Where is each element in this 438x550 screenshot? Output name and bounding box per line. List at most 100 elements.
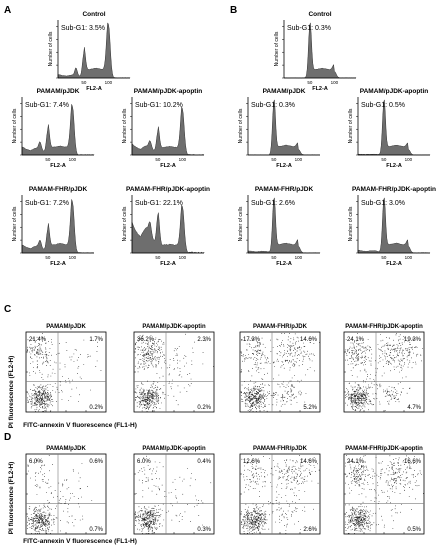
- panel-letter-b: B: [230, 5, 237, 16]
- sub-g1-label: Sub-G1: 2.6%: [251, 200, 295, 207]
- histogram-title: Control: [308, 11, 331, 18]
- panel-letter-c: C: [4, 304, 11, 315]
- histogram-x-tick-label: 100: [295, 157, 303, 162]
- quadrant-label-upper-left: 21.4%: [29, 337, 47, 343]
- histogram-title: PAMAM-FHR/pJDK: [29, 186, 88, 193]
- histogram-x-axis-label: FL2-A: [160, 261, 176, 267]
- quadrant-label-lower-right: 0.7%: [89, 527, 103, 533]
- quadrant-label-upper-right: 14.6%: [300, 459, 318, 465]
- histogram-y-axis-label: Number of cells: [122, 206, 128, 241]
- histogram-x-axis-label: FL2-A: [86, 86, 102, 92]
- histogram-x-tick-label: 100: [405, 255, 413, 260]
- quadrant-label-upper-left: 6.0%: [29, 459, 43, 465]
- quadrant-label-upper-right: 0.4%: [197, 459, 211, 465]
- sub-g1-label: Sub-G1: 10.2%: [135, 102, 183, 109]
- dotplot: PAMAM-FHR/pJDK-apoptin 24.1% 19.3% 4.7%: [343, 324, 425, 413]
- panel-letter-d: D: [4, 432, 11, 443]
- histogram-title: PAMAM-FHR/pJDK: [255, 186, 314, 193]
- sub-g1-label: Sub-G1: 0.5%: [361, 102, 405, 109]
- dotplot-title: PAMAM/pJDK-apoptin: [142, 446, 206, 452]
- histogram-y-axis-label: Number of cells: [48, 31, 54, 66]
- quadrant-label-upper-left: 17.3%: [243, 337, 261, 343]
- histogram-title: Control: [82, 11, 105, 18]
- dotplot-frame: [25, 331, 107, 413]
- quadrant-label-upper-right: 14.6%: [300, 337, 318, 343]
- histogram-x-tick-label: 50: [307, 80, 313, 85]
- quadrant-label-lower-right: 4.7%: [407, 405, 421, 411]
- histogram-x-tick-label: 50: [381, 157, 387, 162]
- dotplot-events: [345, 455, 424, 534]
- histogram-x-axis-label: FL2-A: [312, 86, 328, 92]
- histogram-x-tick-label: 50: [155, 255, 161, 260]
- dotplot-frame: [239, 331, 321, 413]
- histogram-x-tick-label: 50: [271, 157, 277, 162]
- histogram-x-axis-label: FL2-A: [386, 261, 402, 267]
- histogram-x-tick-label: 50: [155, 157, 161, 162]
- quadrant-label-upper-left: 6.0%: [137, 459, 151, 465]
- histogram-x-tick-label: 50: [81, 80, 87, 85]
- histogram-area: [131, 204, 205, 254]
- histogram-y-axis-label: Number of cells: [122, 108, 128, 143]
- quadrant-label-upper-right: 0.6%: [89, 459, 103, 465]
- dotplot-events: [27, 455, 93, 534]
- histogram-x-tick-label: 100: [331, 80, 339, 85]
- histogram-title: PAMAM/pJDK: [263, 88, 306, 95]
- histogram-y-axis-label: Number of cells: [238, 108, 244, 143]
- histogram-x-tick-label: 100: [405, 157, 413, 162]
- dotplot-title: PAMAM-FHR/pJDK: [253, 324, 308, 330]
- panel-d-x-axis-label: FITC-annexin V fluorescence (FL1-H): [23, 538, 137, 545]
- panel-d-dotplots: PAMAM/pJDK 6.0% 0.6% 0.7% PAMAM/pJDK-apoptin…: [25, 446, 425, 535]
- dotplot: PAMAM-FHR/pJDK 12.6% 14.6% 2.6%: [239, 446, 321, 535]
- dotplot-title: PAMAM-FHR/pJDK-apoptin: [345, 324, 423, 330]
- histogram-title: PAMAM/pJDK: [37, 88, 80, 95]
- dotplot-title: PAMAM/pJDK: [46, 446, 86, 452]
- dotplot: PAMAM/pJDK-apoptin 6.0% 0.4% 0.3%: [133, 446, 215, 535]
- histogram-y-axis-label: Number of cells: [348, 206, 354, 241]
- histogram-title: PAMAM/pJDK-apoptin: [360, 88, 429, 95]
- dotplot-title: PAMAM-FHR/pJDK: [253, 446, 308, 452]
- quadrant-label-upper-left: 24.1%: [347, 459, 365, 465]
- histogram-x-tick-label: 100: [105, 80, 113, 85]
- histogram-area: [21, 104, 95, 156]
- histogram-x-tick-label: 50: [45, 157, 51, 162]
- dotplot-title: PAMAM-FHR/pJDK-apoptin: [345, 446, 423, 452]
- dotplot-frame: [239, 453, 321, 535]
- dotplot: PAMAM-FHR/pJDK 17.3% 14.6% 5.2%: [239, 324, 321, 413]
- histogram-x-axis-label: FL2-A: [160, 163, 176, 169]
- dotplot-title: PAMAM/pJDK-apoptin: [142, 324, 206, 330]
- histogram-area: [131, 106, 205, 156]
- histogram-title: PAMAM/pJDK-apoptin: [134, 88, 203, 95]
- quadrant-label-lower-right: 0.5%: [407, 527, 421, 533]
- histogram-x-tick-label: 50: [45, 255, 51, 260]
- sub-g1-label: Sub-G1: 0.3%: [287, 25, 331, 32]
- dotplot-title: PAMAM/pJDK: [46, 324, 86, 330]
- dotplot: PAMAM/pJDK-apoptin 36.2% 2.3% 0.2%: [133, 324, 215, 413]
- quadrant-label-upper-left: 36.2%: [137, 337, 155, 343]
- dotplot-frame: [133, 453, 215, 535]
- quadrant-label-upper-right: 19.3%: [404, 337, 422, 343]
- quadrant-label-lower-right: 0.2%: [89, 405, 103, 411]
- histogram-x-axis-label: FL2-A: [276, 261, 292, 267]
- histogram-x-tick-label: 100: [295, 255, 303, 260]
- quadrant-label-upper-left: 24.1%: [347, 337, 365, 343]
- sub-g1-label: Sub-G1: 0.3%: [251, 102, 295, 109]
- histogram-x-axis-label: FL2-A: [386, 163, 402, 169]
- quadrant-label-lower-right: 0.2%: [197, 405, 211, 411]
- histogram-y-axis-label: Number of cells: [238, 206, 244, 241]
- sub-g1-label: Sub-G1: 3.5%: [61, 25, 105, 32]
- dotplot: PAMAM/pJDK 6.0% 0.6% 0.7%: [25, 446, 107, 535]
- panel-c-x-axis-label: FITC-annexin V fluorescence (FL1-H): [23, 422, 137, 429]
